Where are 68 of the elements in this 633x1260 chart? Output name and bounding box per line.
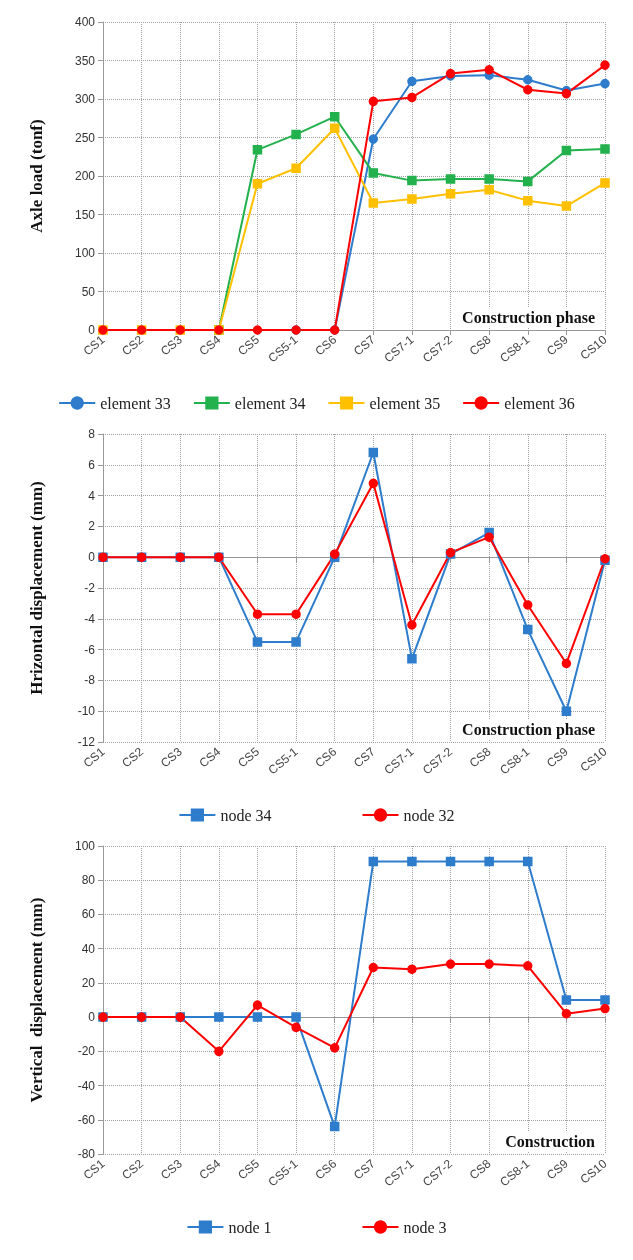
- x-tick-label: CS6: [312, 1156, 340, 1183]
- y-tick-label: 8: [88, 427, 96, 441]
- x-tick-label: CS3: [157, 332, 185, 359]
- x-tick-label: CS2: [119, 744, 147, 771]
- y-tick-label: -60: [77, 1112, 96, 1127]
- legend-label: element 36: [504, 394, 575, 412]
- y-tick-label: 4: [88, 488, 96, 503]
- x-axis-title: Construction phase: [462, 308, 595, 327]
- legend-label: element 35: [369, 394, 441, 412]
- x-tick-label: CS7: [350, 332, 379, 359]
- y-tick-label: 0: [88, 550, 96, 565]
- y-tick-label: 50: [81, 284, 96, 299]
- x-tick-label: CS4: [196, 1156, 224, 1183]
- x-tick-label: CS5: [235, 332, 263, 359]
- x-axis-title: Construction phase: [462, 720, 595, 739]
- y-axis-title: Axle load (tonf): [27, 119, 46, 233]
- y-tick-label: 60: [81, 907, 96, 922]
- y-tick-label: -40: [77, 1078, 96, 1093]
- y-tick-label: -80: [77, 1147, 96, 1161]
- y-tick-label: 200: [74, 169, 96, 183]
- y-axis-title: Vertical displacement (mm): [27, 897, 46, 1103]
- y-tick-label: -10: [77, 704, 96, 719]
- legend-label: node 1: [228, 1218, 272, 1236]
- y-tick-label: -20: [77, 1044, 96, 1059]
- legend-label: node 3: [403, 1218, 447, 1236]
- y-tick-label: 20: [81, 975, 96, 990]
- x-tick-label: CS4: [196, 332, 224, 359]
- y-tick-label: 6: [88, 457, 96, 472]
- y-tick-label: 0: [88, 323, 96, 337]
- y-tick-label: 40: [81, 941, 96, 956]
- x-tick-label: CS2: [119, 1156, 147, 1183]
- y-tick-label: 150: [74, 207, 96, 222]
- y-tick-label: 100: [74, 839, 96, 853]
- y-tick-label: 350: [74, 53, 96, 68]
- y-tick-label: 80: [81, 873, 96, 888]
- y-tick-label: -8: [84, 673, 96, 688]
- x-tick-label: CS8: [466, 1156, 494, 1183]
- y-tick-label: -2: [84, 581, 96, 595]
- y-tick-label: 0: [88, 1010, 96, 1025]
- y-tick-label: 250: [74, 130, 96, 145]
- y-tick-label: 400: [74, 15, 96, 29]
- legend-label: node 34: [220, 806, 272, 824]
- legend-label: element 34: [234, 394, 306, 412]
- x-tick-label: CS7: [350, 744, 379, 771]
- y-tick-label: -4: [84, 611, 96, 626]
- y-tick-label: -6: [84, 642, 96, 657]
- x-tick-label: CS5: [235, 1156, 263, 1183]
- y-tick-label: 2: [88, 519, 96, 534]
- x-tick-label: CS4: [196, 744, 224, 771]
- x-tick-label: CS2: [119, 332, 147, 359]
- y-tick-label: -12: [77, 735, 96, 749]
- x-axis-title: Construction: [505, 1132, 596, 1150]
- x-tick-label: CS8: [466, 332, 494, 359]
- x-tick-label: CS9: [544, 332, 572, 359]
- legend-label: element 33: [100, 394, 171, 412]
- x-tick-label: CS5: [235, 744, 263, 771]
- x-tick-label: CS8: [466, 744, 494, 771]
- x-tick-label: CS3: [157, 744, 185, 771]
- y-axis-title: Hrizontal displacement (mm): [27, 481, 46, 695]
- x-tick-label: CS6: [312, 332, 340, 359]
- x-tick-label: CS3: [157, 1156, 185, 1183]
- legend-label: node 32: [403, 806, 455, 824]
- x-tick-label: CS6: [312, 744, 340, 771]
- y-tick-label: 300: [74, 92, 96, 106]
- x-tick-label: CS9: [544, 1156, 572, 1183]
- y-tick-label: 100: [74, 246, 96, 260]
- x-tick-label: CS9: [544, 744, 572, 771]
- x-tick-label: CS7: [350, 1156, 379, 1183]
